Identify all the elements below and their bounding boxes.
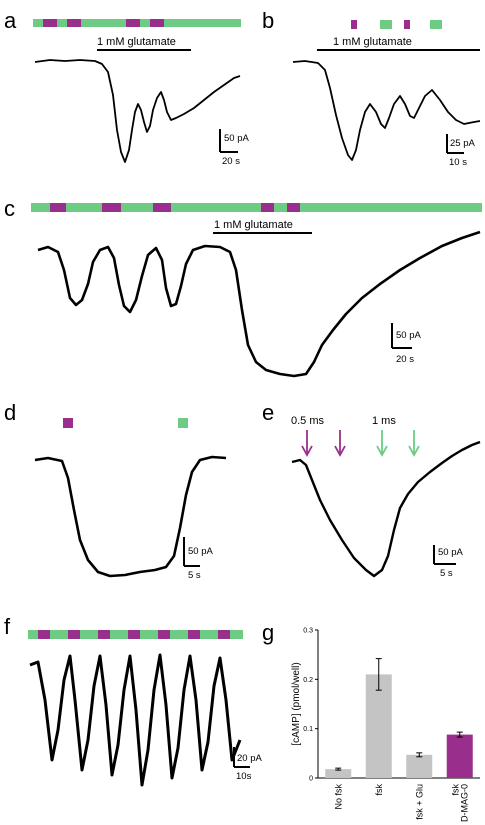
x-tick-label: fsk [374, 784, 384, 796]
panel-d: d 50 pA 5 s [4, 400, 227, 581]
panel-label-c: c [4, 196, 15, 221]
light-pulse-purple [150, 19, 164, 27]
x-tick-label: D-MAG-0 [459, 784, 469, 822]
bar [325, 769, 352, 778]
scale-label-y: 50 pA [438, 547, 463, 558]
panel-label-a: a [4, 8, 17, 33]
light-pulse-purple [43, 19, 57, 27]
light-pulse-purple [218, 630, 230, 639]
bar [406, 754, 433, 778]
light-pulse-purple [126, 19, 140, 27]
stimulus-label: 1 mM glutamate [97, 36, 176, 48]
x-tick-label: fsk + Glu [414, 784, 424, 820]
bar [446, 734, 473, 778]
current-trace [292, 60, 481, 161]
scale-label-x: 5 s [188, 570, 201, 581]
arrow-down-icon [334, 430, 346, 457]
light-pulse-green [430, 20, 442, 29]
light-pulse-purple [158, 630, 170, 639]
light-pulse-purple [188, 630, 200, 639]
panel-label-b: b [262, 8, 274, 33]
light-pulse-purple [63, 418, 73, 428]
scale-label-x: 20 s [222, 156, 240, 167]
panel-label-d: d [4, 400, 16, 425]
panel-b: b 1 mM glutamate 25 pA 10 s [262, 8, 481, 168]
bar-chart: 0 0.1 0.2 0.3 [cAMP] (pmol/well) No fsk fsk fsk… [291, 628, 480, 822]
panel-label-f: f [4, 614, 11, 639]
light-pulse-green [380, 20, 392, 29]
light-pulse-purple [287, 203, 300, 212]
current-trace [34, 59, 241, 163]
pulse-label-0-5ms: 0.5 ms [291, 415, 325, 427]
light-pulse-purple [404, 20, 410, 29]
current-trace [291, 440, 481, 578]
x-tick-label: fsk [450, 784, 460, 796]
arrow-down-icon [408, 430, 420, 457]
y-tick-label: 0 [309, 776, 313, 783]
light-pulse-purple [68, 630, 80, 639]
arrow-down-icon [376, 430, 388, 457]
pulse-label-1ms: 1 ms [372, 415, 396, 427]
light-pulse-purple [351, 20, 357, 29]
scale-label-y: 50 pA [188, 546, 213, 557]
stimulus-label: 1 mM glutamate [214, 219, 293, 231]
x-tick-label: No fsk [333, 784, 343, 810]
light-pulse-purple [67, 19, 81, 27]
light-pulse-purple [98, 630, 110, 639]
y-tick-label: 0.2 [303, 677, 313, 684]
y-axis-label: [cAMP] (pmol/well) [291, 662, 302, 745]
panel-e: e 0.5 ms 1 ms 50 pA 5 s [262, 400, 481, 579]
light-pulse-purple [153, 203, 171, 212]
light-pulse-purple [128, 630, 140, 639]
scale-label-y: 20 pA [237, 753, 262, 764]
scale-label-x: 10 s [449, 157, 467, 168]
light-pulse-purple [50, 203, 66, 212]
current-trace [34, 455, 227, 578]
panel-c: c 1 mM glutamate 50 pA 20 s [4, 196, 482, 378]
scale-label-x: 10s [236, 771, 252, 782]
light-pulse-purple [261, 203, 274, 212]
panel-g: g 0 0.1 0.2 0.3 [cAMP] (pmol/well) No fsk fsk f… [262, 620, 480, 822]
panel-label-e: e [262, 400, 274, 425]
scale-label-y: 25 pA [450, 138, 475, 149]
scale-label-y: 50 pA [224, 133, 249, 144]
scale-label-y: 50 pA [396, 330, 421, 341]
panel-f: f 20 pA 10s [4, 614, 262, 787]
light-pulse-purple [38, 630, 50, 639]
panel-label-g: g [262, 620, 274, 645]
scale-label-x: 5 s [440, 568, 453, 579]
light-pulse-purple [102, 203, 121, 212]
y-tick-label: 0.1 [303, 726, 313, 733]
panel-a: a 1 mM glutamate 50 pA 20 s [4, 8, 249, 167]
current-trace [29, 653, 242, 787]
light-bar-green [31, 203, 482, 212]
stimulus-label: 1 mM glutamate [333, 36, 412, 48]
y-tick-label: 0.3 [303, 628, 313, 635]
bar [365, 674, 392, 778]
light-pulse-green [178, 418, 188, 428]
scale-label-x: 20 s [396, 354, 414, 365]
arrow-down-icon [301, 430, 313, 457]
current-trace [37, 230, 481, 378]
